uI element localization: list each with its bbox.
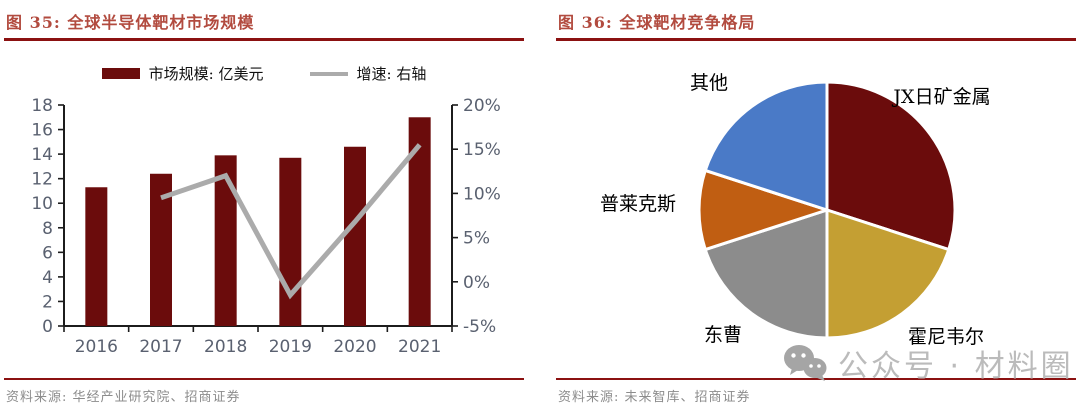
- x-axis-category-label: 2017: [139, 337, 182, 357]
- left-axis-tick-label: 10: [31, 194, 53, 214]
- right-axis-tick-label: 0%: [463, 273, 490, 293]
- bar-2018: [214, 155, 237, 326]
- legend-label-market-size: 市场规模: 亿美元: [148, 65, 264, 83]
- bar-2020: [344, 146, 366, 326]
- x-axis-category-label: 2019: [269, 337, 312, 357]
- x-axis-category-label: 2020: [333, 337, 376, 357]
- bar-2017: [150, 173, 172, 326]
- bar-series-swatch: [101, 68, 140, 79]
- figure-35-panel: 图 35: 全球半导体靶材市场规模 市场规模: 亿美元 增速: 右轴 18 16 1…: [4, 0, 524, 415]
- left-axis-tick-label: 12: [31, 170, 53, 190]
- left-axis-tick-label: 18: [31, 96, 53, 116]
- pie-slice-霍尼韦尔: [825, 208, 951, 340]
- left-axis-tick-label: 16: [31, 121, 53, 141]
- pie-label-honeywell: 霍尼韦尔: [908, 326, 985, 348]
- right-axis-tick-label: 10%: [463, 184, 501, 204]
- figure-35-title: 图 35: 全球半导体靶材市场规模: [4, 0, 524, 41]
- bar-2016: [85, 187, 108, 326]
- right-axis-tick-label: 20%: [463, 96, 501, 116]
- left-axis-tick-label: 8: [42, 219, 53, 239]
- pie-slice-其他: [703, 80, 829, 212]
- right-axis-tick-label: -5%: [463, 317, 496, 337]
- pie-chart: [697, 80, 957, 340]
- x-axis-category-label: 2021: [398, 337, 441, 357]
- figure-36-body: 其他 JX日矿金属 普莱克斯 东曹 霍尼韦尔: [556, 41, 1076, 378]
- left-axis-tick-label: 0: [42, 317, 53, 337]
- bar-2021: [408, 117, 431, 327]
- left-axis-tick-label: 4: [42, 268, 53, 288]
- pie-slice-东曹: [703, 208, 829, 340]
- figure-35-legend: 市场规模: 亿美元 增速: 右轴: [4, 63, 524, 84]
- bar-line-chart: 18 16 14 12 10 8 6 4 2 0 20% 15% 10% 5% 0% -5% 2016 2017 2…: [31, 96, 501, 357]
- pie-slice-普莱克斯: [697, 168, 829, 252]
- right-axis-tick-label: 5%: [463, 229, 490, 249]
- growth-line: [160, 143, 422, 300]
- pie-label-jx-nippon: JX日矿金属: [893, 86, 991, 108]
- line-series-swatch: [309, 71, 348, 76]
- figure-36-title: 图 36: 全球靶材竞争格局: [556, 0, 1076, 41]
- pie-slice-JX日矿金属: [825, 80, 957, 252]
- figure-36-panel: 图 36: 全球靶材竞争格局 其他 JX日矿金属 普莱克斯 东曹 霍尼韦尔 资料…: [556, 0, 1076, 415]
- legend-item-market-size: 市场规模: 亿美元: [101, 63, 264, 84]
- left-axis-tick-label: 2: [42, 292, 53, 312]
- left-axis-tick-label: 14: [31, 145, 53, 165]
- x-axis-category-label: 2018: [204, 337, 247, 357]
- x-axis-category-label: 2016: [75, 337, 118, 357]
- figure-35-body: 市场规模: 亿美元 增速: 右轴 18 16 14 12 10 8 6 4 2 0 20% 15% 10…: [4, 41, 524, 378]
- pie-label-others: 其他: [690, 72, 729, 94]
- pie-label-tosoh: 东曹: [704, 324, 743, 346]
- pie-label-praxair: 普莱克斯: [600, 193, 677, 215]
- legend-item-growth: 增速: 右轴: [309, 63, 427, 84]
- legend-label-growth: 增速: 右轴: [356, 65, 427, 83]
- figure-35-source: 资料来源: 华经产业研究院、招商证券: [4, 378, 524, 415]
- bar-2019: [279, 157, 302, 326]
- figure-36-source: 资料来源: 未来智库、招商证券: [556, 378, 1076, 415]
- right-axis-tick-label: 15%: [463, 140, 501, 160]
- left-axis-tick-label: 6: [42, 243, 53, 263]
